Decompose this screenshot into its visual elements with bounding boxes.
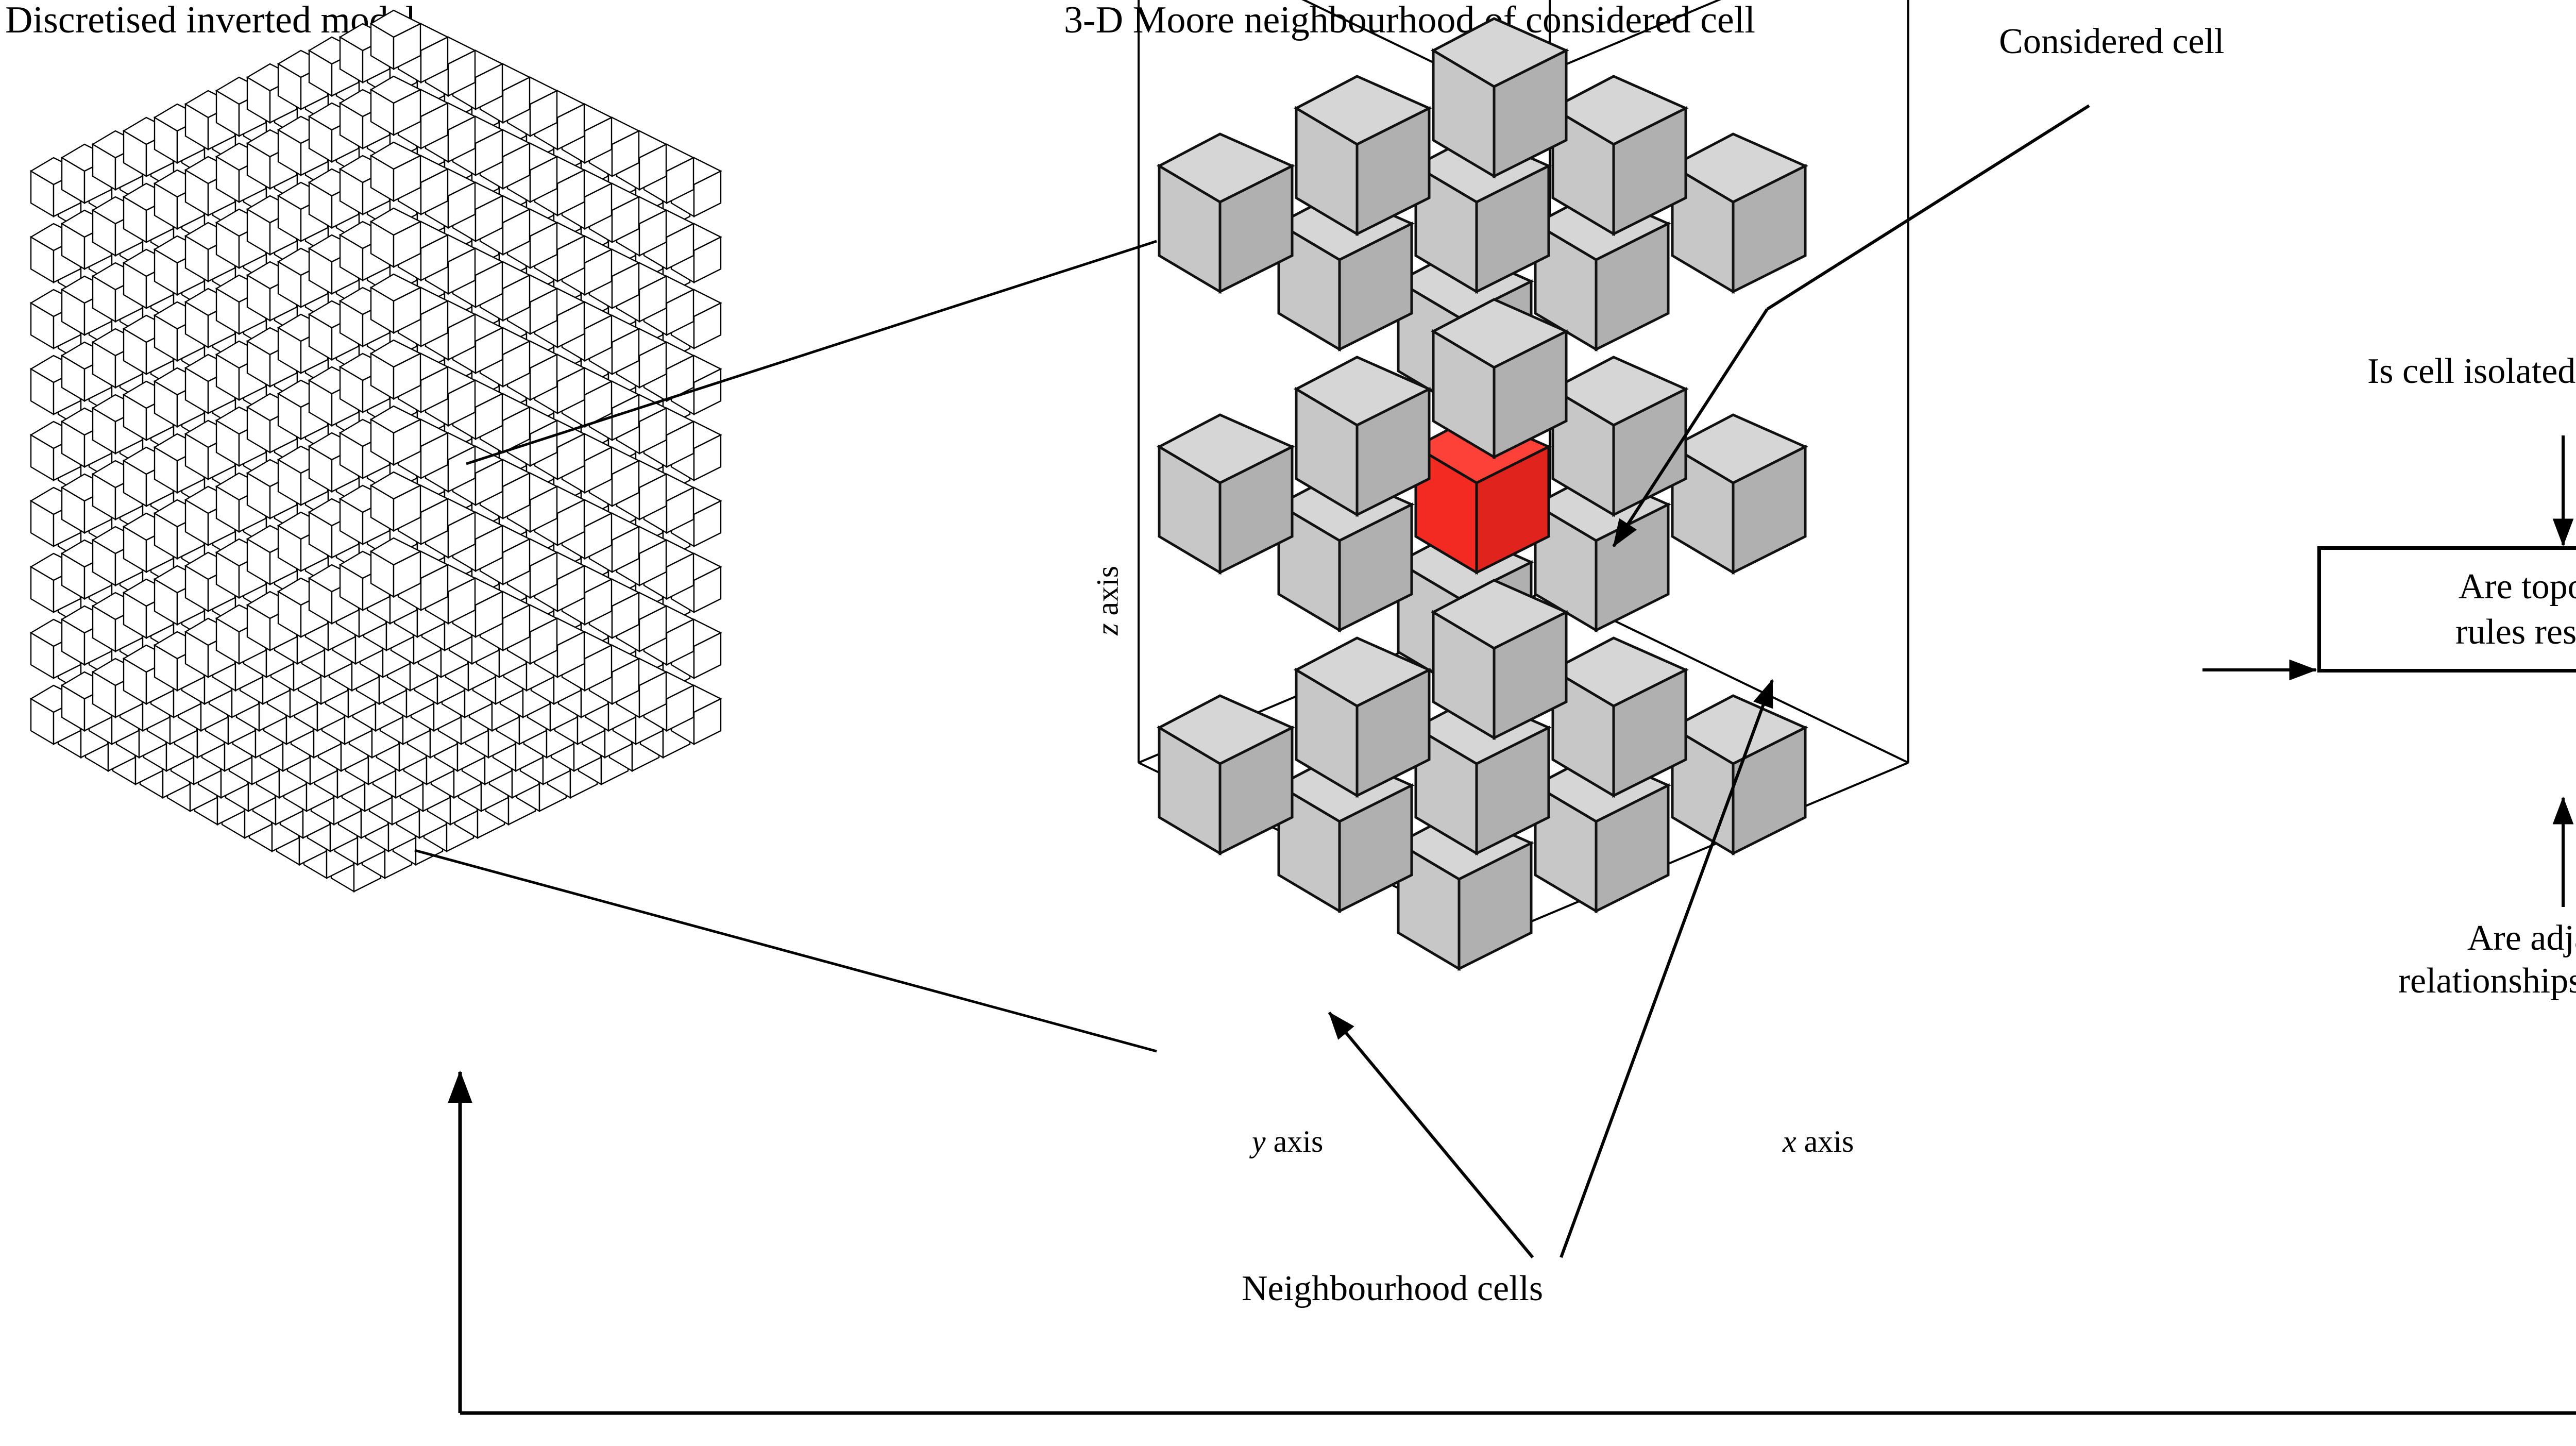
moore-neighbourhood-cube [1138,0,1909,1149]
considered-cell-annotation: Considered cell [1999,22,2225,61]
decision-line-1: Are topological [2458,567,2576,607]
neighbourhood-cells-annotation: Neighbourhood cells [1242,1269,1544,1308]
adjacency-question: Are adjacencyrelationships respected? [2370,917,2576,1002]
feedback-loop-path [460,1411,2576,1415]
y-axis-word: axis [1265,1124,1324,1158]
leader-neighbourhood-left [1328,1012,1534,1258]
y-axis-label: y axis [1252,1123,1323,1160]
leader-considered-cell-arrow [1612,308,1769,548]
is-cell-isolated-question: Is cell isolated? [2367,351,2576,391]
y-axis-letter: y [1252,1124,1266,1158]
adjacency-question-line2: relationships respected? [2398,961,2576,1001]
leader-model-to-cube-top [466,240,1157,465]
decision-box-topological-rules[interactable]: Are topological rules respected? [2317,546,2576,672]
leader-considered-cell-upper [1766,104,2090,311]
leader-model-to-cube-bottom [414,849,1157,1053]
middle-panel-title: 3-D Moore neighbourhood of considered ce… [1064,0,1755,41]
leader-neighbourhood-right [1560,679,1774,1258]
adjacency-question-line1: Are adjacency [2467,918,2576,958]
decision-line-2: rules respected? [2455,612,2576,652]
x-axis-label: x axis [1783,1123,1854,1160]
decision-box-label: Are topological rules respected? [2455,564,2576,654]
x-axis-letter: x [1783,1124,1797,1158]
x-axis-word: axis [1796,1124,1854,1158]
